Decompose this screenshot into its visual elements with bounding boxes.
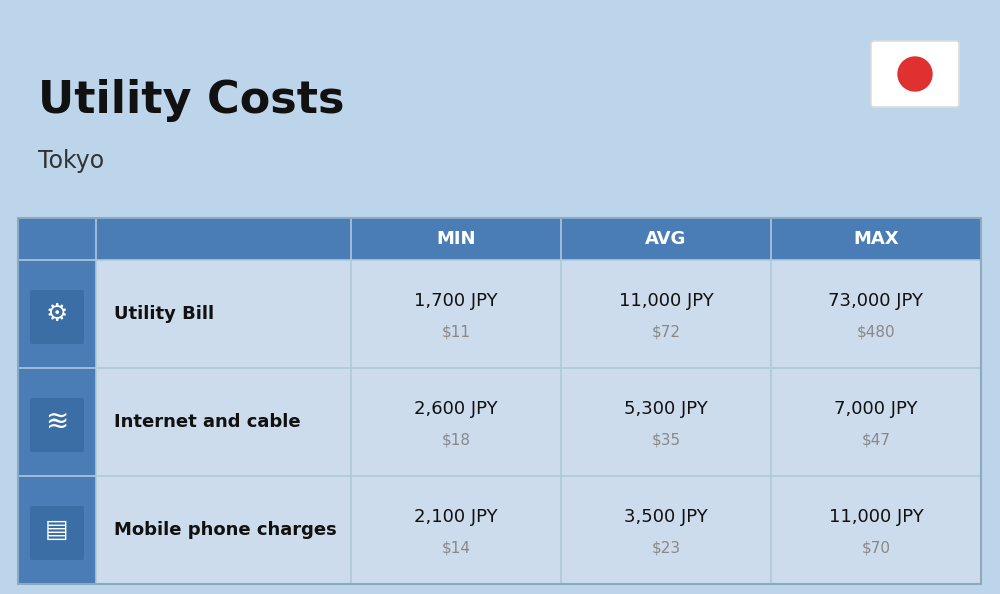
Text: $35: $35 bbox=[651, 432, 681, 447]
Text: 1,700 JPY: 1,700 JPY bbox=[414, 292, 498, 310]
Text: $72: $72 bbox=[651, 324, 680, 340]
Text: 2,100 JPY: 2,100 JPY bbox=[414, 508, 498, 526]
Text: $23: $23 bbox=[651, 541, 681, 555]
Text: $480: $480 bbox=[857, 324, 895, 340]
Text: MAX: MAX bbox=[853, 230, 899, 248]
FancyBboxPatch shape bbox=[30, 290, 84, 344]
Text: $14: $14 bbox=[441, 541, 470, 555]
Text: Utility Costs: Utility Costs bbox=[38, 79, 344, 122]
Text: 73,000 JPY: 73,000 JPY bbox=[828, 292, 924, 310]
Text: Utility Bill: Utility Bill bbox=[114, 305, 214, 323]
FancyBboxPatch shape bbox=[18, 218, 981, 260]
FancyBboxPatch shape bbox=[18, 260, 96, 368]
Text: Internet and cable: Internet and cable bbox=[114, 413, 301, 431]
Text: ⚙: ⚙ bbox=[46, 302, 68, 326]
Text: MIN: MIN bbox=[436, 230, 476, 248]
FancyBboxPatch shape bbox=[871, 41, 959, 107]
Text: ≋: ≋ bbox=[45, 408, 69, 436]
FancyBboxPatch shape bbox=[96, 476, 981, 584]
FancyBboxPatch shape bbox=[18, 476, 96, 584]
Text: 3,500 JPY: 3,500 JPY bbox=[624, 508, 708, 526]
Text: Tokyo: Tokyo bbox=[38, 149, 104, 173]
Circle shape bbox=[898, 57, 932, 91]
Text: 5,300 JPY: 5,300 JPY bbox=[624, 400, 708, 418]
Text: $47: $47 bbox=[862, 432, 891, 447]
Text: Mobile phone charges: Mobile phone charges bbox=[114, 521, 337, 539]
Text: ▤: ▤ bbox=[45, 518, 69, 542]
Text: 11,000 JPY: 11,000 JPY bbox=[829, 508, 923, 526]
FancyBboxPatch shape bbox=[30, 506, 84, 560]
Text: $70: $70 bbox=[862, 541, 891, 555]
Text: AVG: AVG bbox=[645, 230, 687, 248]
FancyBboxPatch shape bbox=[96, 368, 981, 476]
Text: $18: $18 bbox=[441, 432, 470, 447]
Text: 2,600 JPY: 2,600 JPY bbox=[414, 400, 498, 418]
FancyBboxPatch shape bbox=[96, 260, 981, 368]
Text: $11: $11 bbox=[441, 324, 470, 340]
Text: 7,000 JPY: 7,000 JPY bbox=[834, 400, 918, 418]
FancyBboxPatch shape bbox=[18, 368, 96, 476]
FancyBboxPatch shape bbox=[30, 398, 84, 452]
Text: 11,000 JPY: 11,000 JPY bbox=[619, 292, 713, 310]
